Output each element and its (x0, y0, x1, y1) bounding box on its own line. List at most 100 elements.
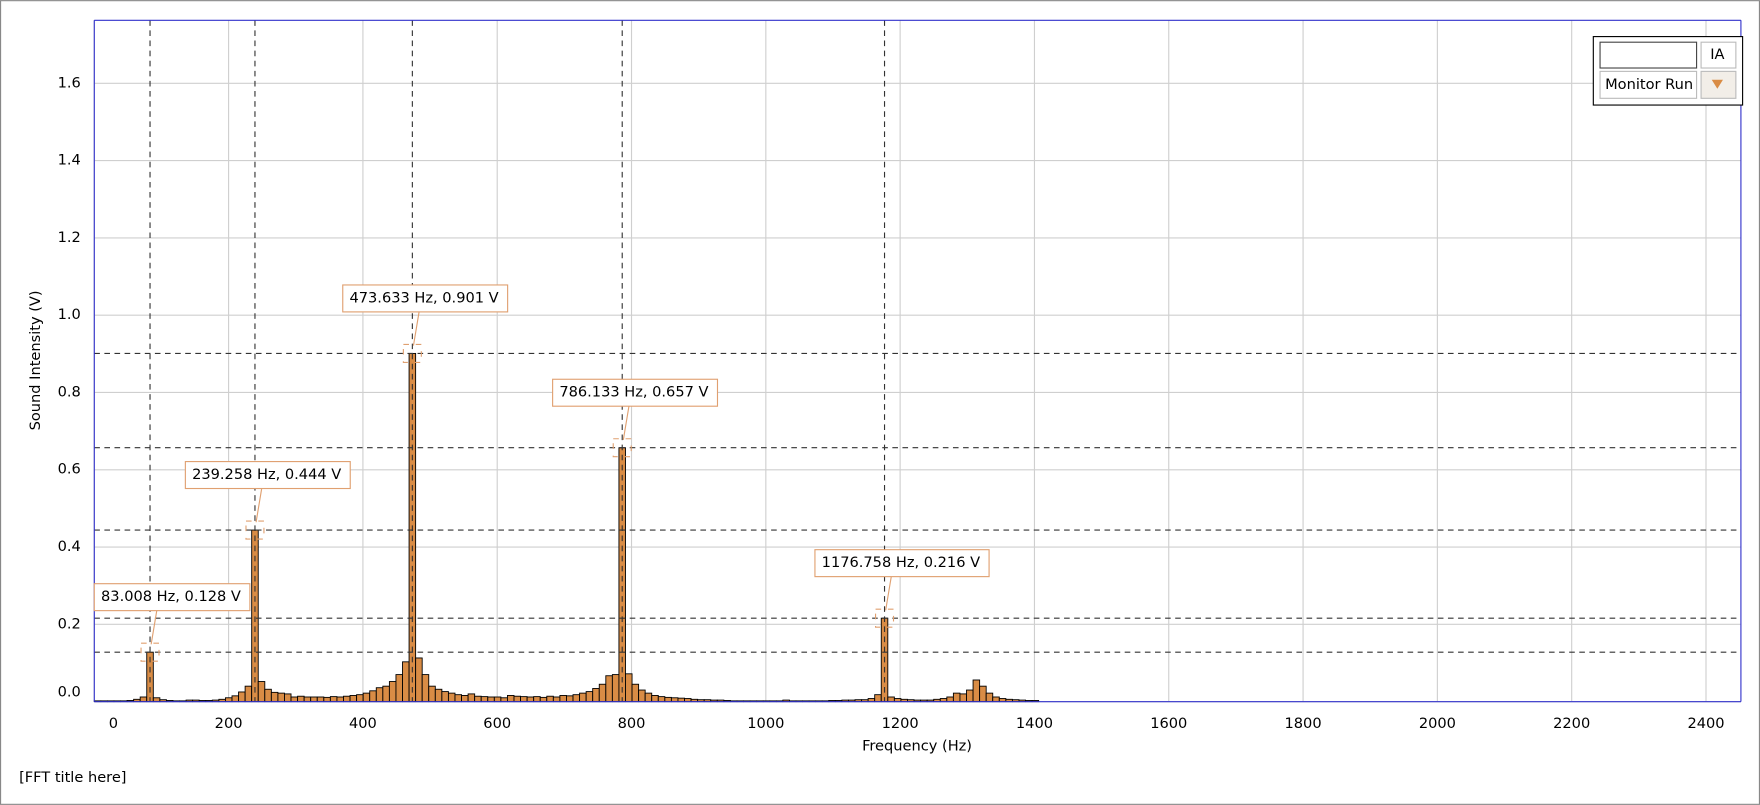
bar (611, 674, 620, 703)
bar (402, 661, 410, 703)
bar (670, 697, 679, 703)
callout-label: 83.008 Hz, 0.128 V (101, 588, 241, 605)
callout-leader (622, 406, 630, 440)
x-tick-label: 1400 (1016, 715, 1053, 732)
x-tick-label: 200 (215, 715, 243, 732)
bar (638, 689, 646, 703)
callout-box (552, 378, 719, 407)
bar (454, 694, 462, 703)
bar (382, 685, 390, 703)
callout-label: 473.633 Hz, 0.901 V (349, 289, 498, 306)
bar (303, 696, 312, 703)
bar (336, 696, 344, 703)
bar (985, 692, 994, 703)
annotations: 83.008 Hz, 0.128 V 239.258 Hz, 0.444 V 473… (93, 284, 990, 662)
bar (657, 696, 666, 703)
y-tick-label: 1.6 (58, 74, 81, 91)
y-tick-label: 0.2 (58, 615, 81, 632)
callout: 1176.758 Hz, 0.216 V (814, 549, 990, 628)
bar (467, 693, 476, 703)
bar (284, 693, 292, 703)
bar (506, 695, 515, 703)
fft-title: [FFT title here] (19, 769, 126, 786)
callout: 473.633 Hz, 0.901 V (342, 284, 509, 363)
bar (428, 685, 436, 703)
x-tick-label: 400 (349, 715, 377, 732)
bar (631, 683, 640, 703)
bar (375, 687, 384, 703)
bar (572, 694, 581, 703)
bar (651, 695, 659, 703)
x-tick-label: 1200 (882, 715, 919, 732)
bar (539, 696, 548, 703)
bar (323, 696, 331, 703)
bar (356, 694, 364, 703)
callout: 83.008 Hz, 0.128 V (93, 583, 251, 662)
run-controls: IA Monitor Run (1592, 36, 1744, 106)
bar (585, 691, 594, 703)
bar (598, 683, 607, 703)
callout-box (342, 284, 509, 313)
bar (238, 691, 246, 703)
bar (224, 697, 233, 703)
bar (329, 696, 338, 703)
bar (966, 689, 974, 703)
bar (493, 696, 502, 703)
bar (139, 696, 148, 703)
bar (310, 696, 318, 703)
bar (447, 692, 456, 703)
label-box (1700, 41, 1737, 69)
point-marker (874, 608, 895, 628)
callout-leader (412, 311, 420, 346)
bar (297, 695, 305, 703)
bar (290, 696, 299, 703)
x-tick-label: 1600 (1150, 715, 1187, 732)
bar (874, 694, 882, 703)
point-marker (612, 438, 632, 458)
callout-label: 786.133 Hz, 0.657 V (559, 384, 708, 401)
y-tick-label: 0.8 (58, 383, 81, 400)
x-tick-label: 1000 (747, 715, 784, 732)
callout-box (93, 583, 251, 612)
bar (441, 691, 449, 703)
callout-leader (255, 488, 263, 523)
x-axis-label: Frequency (Hz) (862, 738, 972, 755)
x-tick-label: 800 (618, 715, 646, 732)
callout: 239.258 Hz, 0.444 V (184, 461, 351, 540)
bar (887, 696, 895, 703)
bar (546, 695, 554, 703)
run-box (1599, 70, 1698, 99)
y-tick-label: 0.6 (58, 461, 81, 478)
bar (343, 695, 351, 703)
dropdown-arrow (1711, 79, 1723, 89)
point-marker (402, 343, 422, 363)
bar (526, 696, 535, 703)
bar (257, 681, 266, 703)
bar (972, 679, 981, 703)
y-tick-label: 0.4 (58, 538, 81, 555)
callout-box (184, 461, 351, 490)
bar (533, 696, 541, 703)
bar (952, 692, 961, 703)
bar (349, 695, 358, 703)
x-tick-label: 0 (109, 715, 118, 732)
bar (566, 695, 574, 703)
x-tick-label: 2200 (1553, 715, 1590, 732)
bar (552, 696, 561, 703)
callout: 786.133 Hz, 0.657 V (552, 378, 719, 458)
bar (946, 696, 954, 703)
bar (500, 697, 508, 703)
bar (415, 657, 423, 703)
bar (644, 692, 653, 703)
bar (270, 691, 279, 703)
callout-box (814, 549, 990, 578)
bar (592, 688, 600, 703)
bar (474, 695, 482, 703)
bar (487, 696, 495, 703)
x-tick-label: 2400 (1687, 715, 1724, 732)
name-input[interactable] (1599, 41, 1698, 69)
x-tick-label: 1800 (1285, 715, 1322, 732)
point-marker (245, 520, 265, 540)
bar (388, 681, 397, 703)
